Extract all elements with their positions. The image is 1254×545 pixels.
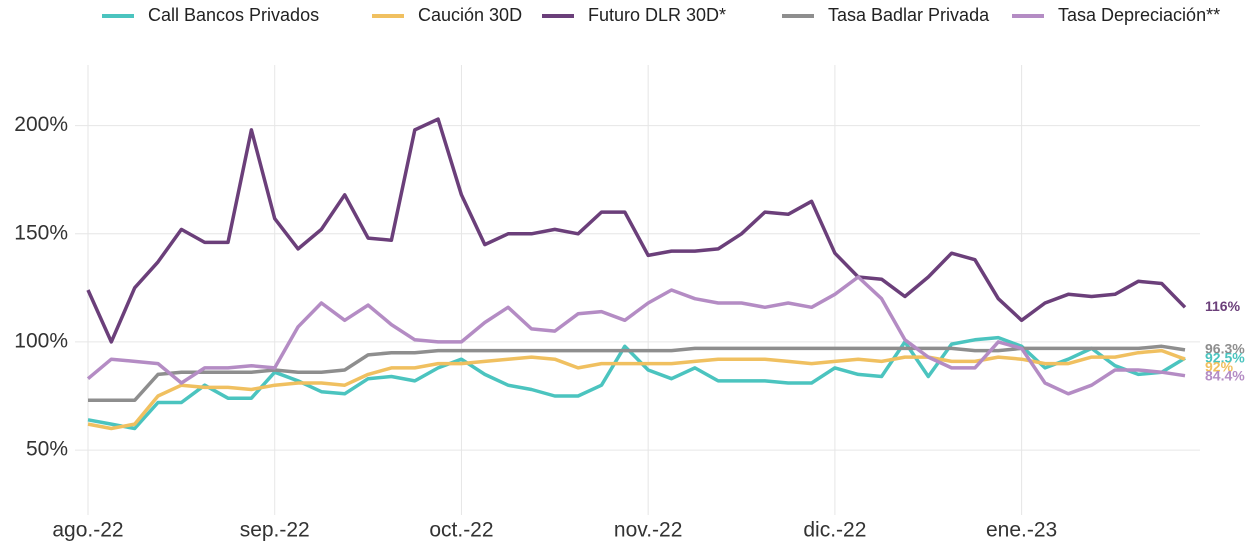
y-tick-label: 50% (26, 438, 68, 461)
y-tick-label: 100% (14, 329, 68, 352)
x-tick-label: sep.-22 (240, 519, 310, 542)
y-tick-label: 150% (14, 221, 68, 244)
legend-label: Call Bancos Privados (148, 5, 319, 25)
legend-label: Tasa Depreciación** (1058, 5, 1220, 25)
x-tick-label: nov.-22 (614, 519, 683, 542)
y-tick-label: 200% (14, 113, 68, 136)
series-line (87, 348, 1186, 431)
series-line (88, 344, 1186, 403)
series-line (86, 275, 1186, 396)
x-tick-label: dic.-22 (803, 519, 866, 542)
series-line (87, 335, 1186, 431)
end-label: 84.4% (1205, 368, 1245, 384)
series-line (86, 117, 1187, 344)
end-label: 96.3% (1205, 341, 1245, 357)
end-label: 116% (1205, 298, 1241, 314)
end-label: 92% (1205, 359, 1234, 375)
x-tick-label: oct.-22 (429, 519, 493, 542)
legend-label: Futuro DLR 30D* (588, 5, 726, 25)
legend-label: Tasa Badlar Privada (828, 5, 990, 25)
x-tick-label: ene.-23 (986, 519, 1057, 542)
legend-label: Caución 30D (418, 5, 522, 25)
end-label: 92.5% (1205, 350, 1245, 366)
x-tick-label: ago.-22 (52, 519, 123, 542)
